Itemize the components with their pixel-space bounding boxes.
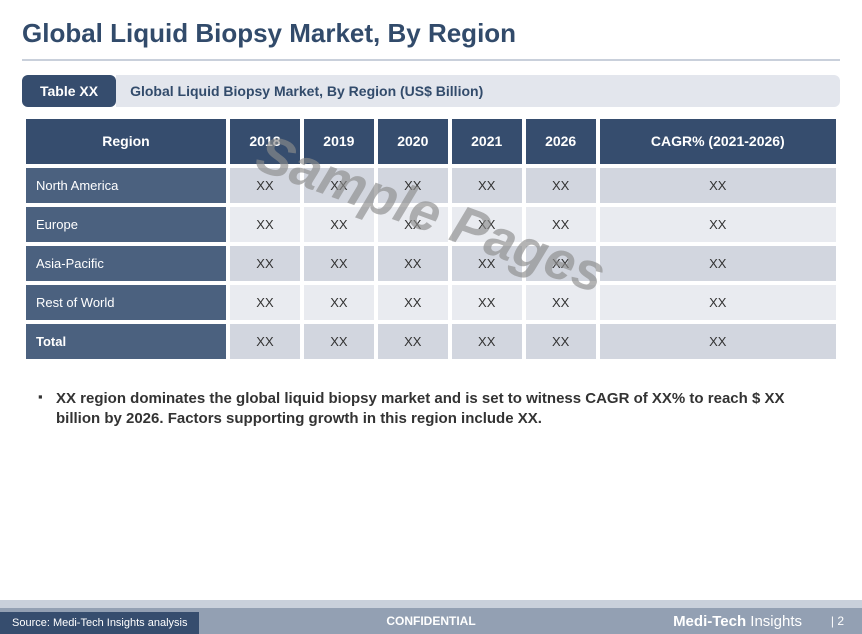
row-label: Europe	[26, 207, 226, 242]
row-label: Rest of World	[26, 285, 226, 320]
bullet-icon: ▪	[38, 389, 56, 430]
page-number: | 2	[831, 614, 844, 628]
table-header-row: Region 2018 2019 2020 2021 2026 CAGR% (2…	[26, 119, 836, 164]
cell: XX	[600, 285, 836, 320]
brand-label: Medi-Tech Insights	[673, 613, 802, 630]
col-cagr: CAGR% (2021-2026)	[600, 119, 836, 164]
row-label-total: Total	[26, 324, 226, 359]
cell: XX	[230, 207, 300, 242]
cell: XX	[452, 246, 522, 281]
col-2018: 2018	[230, 119, 300, 164]
cell: XX	[526, 168, 596, 203]
cell: XX	[452, 285, 522, 320]
cell: XX	[378, 207, 448, 242]
footer-accent	[0, 600, 862, 608]
cell: XX	[230, 168, 300, 203]
brand-light: Insights	[746, 613, 802, 630]
cell: XX	[600, 246, 836, 281]
cell: XX	[526, 324, 596, 359]
data-table: Region 2018 2019 2020 2021 2026 CAGR% (2…	[22, 115, 840, 363]
table-caption-row: Table XX Global Liquid Biopsy Market, By…	[22, 75, 840, 107]
cell: XX	[452, 207, 522, 242]
cell: XX	[378, 168, 448, 203]
page-title: Global Liquid Biopsy Market, By Region	[0, 0, 862, 59]
table-row: Rest of World XX XX XX XX XX XX	[26, 285, 836, 320]
cell: XX	[304, 285, 374, 320]
col-2020: 2020	[378, 119, 448, 164]
cell: XX	[304, 207, 374, 242]
cell: XX	[526, 285, 596, 320]
bullet-row: ▪ XX region dominates the global liquid …	[38, 389, 824, 430]
cell: XX	[304, 324, 374, 359]
table-row: Europe XX XX XX XX XX XX	[26, 207, 836, 242]
cell: XX	[600, 207, 836, 242]
table-number-badge: Table XX	[22, 75, 116, 107]
table-caption: Global Liquid Biopsy Market, By Region (…	[116, 75, 840, 107]
col-2021: 2021	[452, 119, 522, 164]
col-2019: 2019	[304, 119, 374, 164]
cell: XX	[304, 246, 374, 281]
cell: XX	[378, 285, 448, 320]
cell: XX	[378, 246, 448, 281]
cell: XX	[600, 168, 836, 203]
row-label: Asia-Pacific	[26, 246, 226, 281]
cell: XX	[452, 324, 522, 359]
row-label: North America	[26, 168, 226, 203]
table-row: North America XX XX XX XX XX XX	[26, 168, 836, 203]
bullet-text: XX region dominates the global liquid bi…	[56, 389, 824, 430]
brand-bold: Medi-Tech	[673, 613, 746, 630]
cell: XX	[526, 207, 596, 242]
cell: XX	[452, 168, 522, 203]
cell: XX	[230, 285, 300, 320]
cell: XX	[230, 324, 300, 359]
table-row: Asia-Pacific XX XX XX XX XX XX	[26, 246, 836, 281]
cell: XX	[230, 246, 300, 281]
cell: XX	[304, 168, 374, 203]
cell: XX	[526, 246, 596, 281]
title-underline	[22, 59, 840, 61]
data-table-wrap: Region 2018 2019 2020 2021 2026 CAGR% (2…	[22, 115, 840, 363]
cell: XX	[600, 324, 836, 359]
col-2026: 2026	[526, 119, 596, 164]
confidential-label: CONFIDENTIAL	[386, 614, 475, 628]
cell: XX	[378, 324, 448, 359]
summary-bullets: ▪ XX region dominates the global liquid …	[38, 389, 824, 430]
table-row: Total XX XX XX XX XX XX	[26, 324, 836, 359]
source-badge: Source: Medi-Tech Insights analysis	[0, 612, 199, 634]
col-region: Region	[26, 119, 226, 164]
